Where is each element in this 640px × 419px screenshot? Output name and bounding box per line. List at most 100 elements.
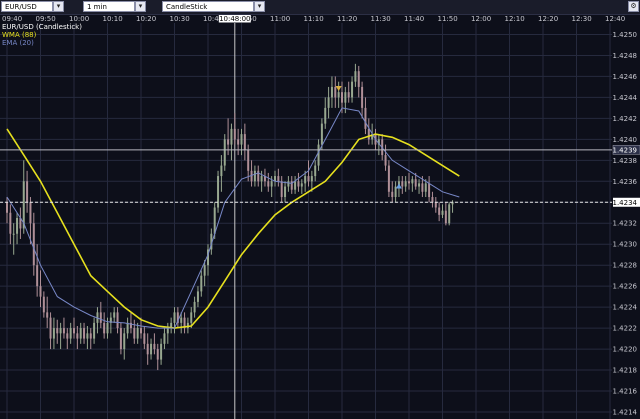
price-tick-label: 1.4244 [613, 94, 638, 102]
candle-body [404, 181, 407, 187]
candle-body [334, 86, 337, 98]
candle-body [448, 204, 451, 224]
chevron-down-icon: ▾ [257, 2, 262, 10]
price-axis-background [612, 14, 640, 419]
candle-body [320, 123, 323, 145]
current-price-box [613, 197, 640, 207]
interval-select[interactable]: 1 min [83, 1, 135, 12]
time-tick-label: 11:00 [270, 15, 290, 23]
price-tick-label: 1.4242 [613, 115, 638, 123]
candle-body [347, 92, 350, 98]
time-tick-label: 10:20 [136, 15, 156, 23]
candle-body [126, 322, 129, 334]
candle-body [59, 328, 62, 334]
time-tick-label: 11:50 [438, 15, 458, 23]
candle-body [170, 322, 173, 329]
candle-body [86, 333, 89, 339]
candle-body [186, 322, 189, 329]
candle-body [401, 181, 404, 187]
candle-body [9, 212, 12, 234]
candle-body [136, 328, 139, 339]
chart-type-dropdown-button[interactable]: ▾ [254, 1, 265, 12]
candle-body [441, 210, 444, 215]
time-tick-label: 10:00 [69, 15, 89, 23]
candle-body [444, 210, 447, 224]
legend-wma: WMA (88) [2, 31, 37, 39]
price-tick-label: 1.4218 [613, 367, 638, 375]
symbol-dropdown-button[interactable]: ▾ [53, 1, 64, 12]
candle-body [156, 349, 159, 360]
time-tick-label: 12:40 [605, 15, 625, 23]
candle-body [19, 218, 22, 229]
candle-body [247, 149, 250, 171]
candle-body [173, 312, 176, 323]
candle-body [438, 207, 441, 215]
price-reference-lines [0, 149, 612, 203]
time-tick-label: 12:00 [471, 15, 491, 23]
candle-body [42, 296, 45, 313]
chart-toolbar: EUR/USD ▾ 1 min ▾ CandleStick ▾ ⚙ [0, 0, 640, 15]
candle-body [217, 176, 220, 208]
candle-body [324, 107, 327, 124]
symbol-select[interactable]: EUR/USD [1, 1, 53, 12]
candle-body [207, 249, 209, 266]
price-tick-label: 1.4238 [613, 157, 638, 165]
candle-body [180, 317, 183, 323]
interval-dropdown-button[interactable]: ▾ [135, 1, 146, 12]
candle-body [260, 176, 263, 182]
settings-button[interactable]: ⚙ [628, 1, 639, 12]
candle-body [140, 328, 142, 334]
chart-type-select[interactable]: CandleStick [162, 1, 254, 12]
candle-body [6, 202, 8, 213]
candle-body [408, 181, 410, 184]
candle-body [129, 322, 132, 329]
price-tick-label: 1.4232 [613, 220, 638, 228]
price-tick-label: 1.4240 [613, 136, 638, 144]
candle-body [69, 328, 72, 339]
candle-body [233, 128, 236, 140]
candle-body [274, 176, 276, 182]
candle-body [284, 186, 287, 198]
time-tick-label: 12:10 [505, 15, 525, 23]
candle-body [257, 170, 260, 182]
chart-legend: EUR/USD (Candlestick) WMA (88) EMA (20) [2, 23, 82, 47]
candle-body [414, 179, 417, 187]
price-tick-label: 1.4228 [613, 262, 638, 270]
candle-body [250, 170, 253, 182]
candle-body [227, 139, 230, 145]
candle-body [230, 128, 233, 145]
time-axis: 09:4009:5010:0010:1010:2010:3010:4010:50… [0, 14, 640, 23]
candle-body [196, 291, 199, 302]
candle-body [113, 312, 116, 318]
time-tick-label: 11:20 [337, 15, 357, 23]
time-tick-label: 11:30 [371, 15, 391, 23]
candle-body [391, 191, 394, 198]
candle-body [106, 322, 109, 334]
candle-body [76, 333, 79, 339]
candle-body [119, 328, 122, 350]
signal-markers [335, 86, 402, 189]
time-tick-label: 12:20 [538, 15, 558, 23]
candle-body [371, 134, 374, 140]
candle-body [56, 328, 59, 334]
candle-body [52, 328, 55, 339]
candle-body [330, 86, 333, 98]
candle-body [394, 186, 397, 198]
candle-body [337, 92, 340, 98]
candle-body [176, 312, 179, 323]
candle-body [223, 139, 226, 166]
candle-body [341, 92, 343, 103]
legend-ema: EMA (20) [2, 39, 34, 47]
time-tick-label: 10:10 [103, 15, 123, 23]
time-tick-label: 11:40 [404, 15, 424, 23]
candle-body [49, 317, 52, 339]
candle-body [277, 176, 280, 182]
candle-body [213, 207, 216, 234]
candle-body [344, 92, 347, 103]
price-tick-label: 1.4214 [613, 409, 638, 417]
candle-body [79, 328, 82, 339]
candle-body [351, 81, 354, 98]
candle-body [307, 176, 310, 182]
candle-body [253, 170, 256, 182]
